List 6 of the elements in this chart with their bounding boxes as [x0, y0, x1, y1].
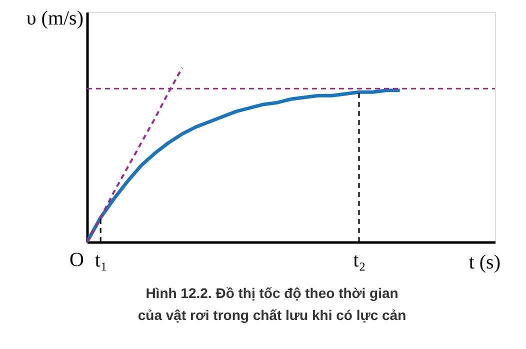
x-tick-label: t₂ — [353, 250, 366, 272]
text: O — [70, 249, 84, 271]
x-axis-title: t (s) — [468, 252, 500, 274]
x-tick-label: t₁ — [94, 250, 108, 272]
y-axis-title: υ (m/s) — [26, 8, 84, 30]
text: Hình 12.2. Đồ thị tốc độ theo thời gian của vật rơi trong chất lưu khi có lực cản — [138, 285, 406, 323]
